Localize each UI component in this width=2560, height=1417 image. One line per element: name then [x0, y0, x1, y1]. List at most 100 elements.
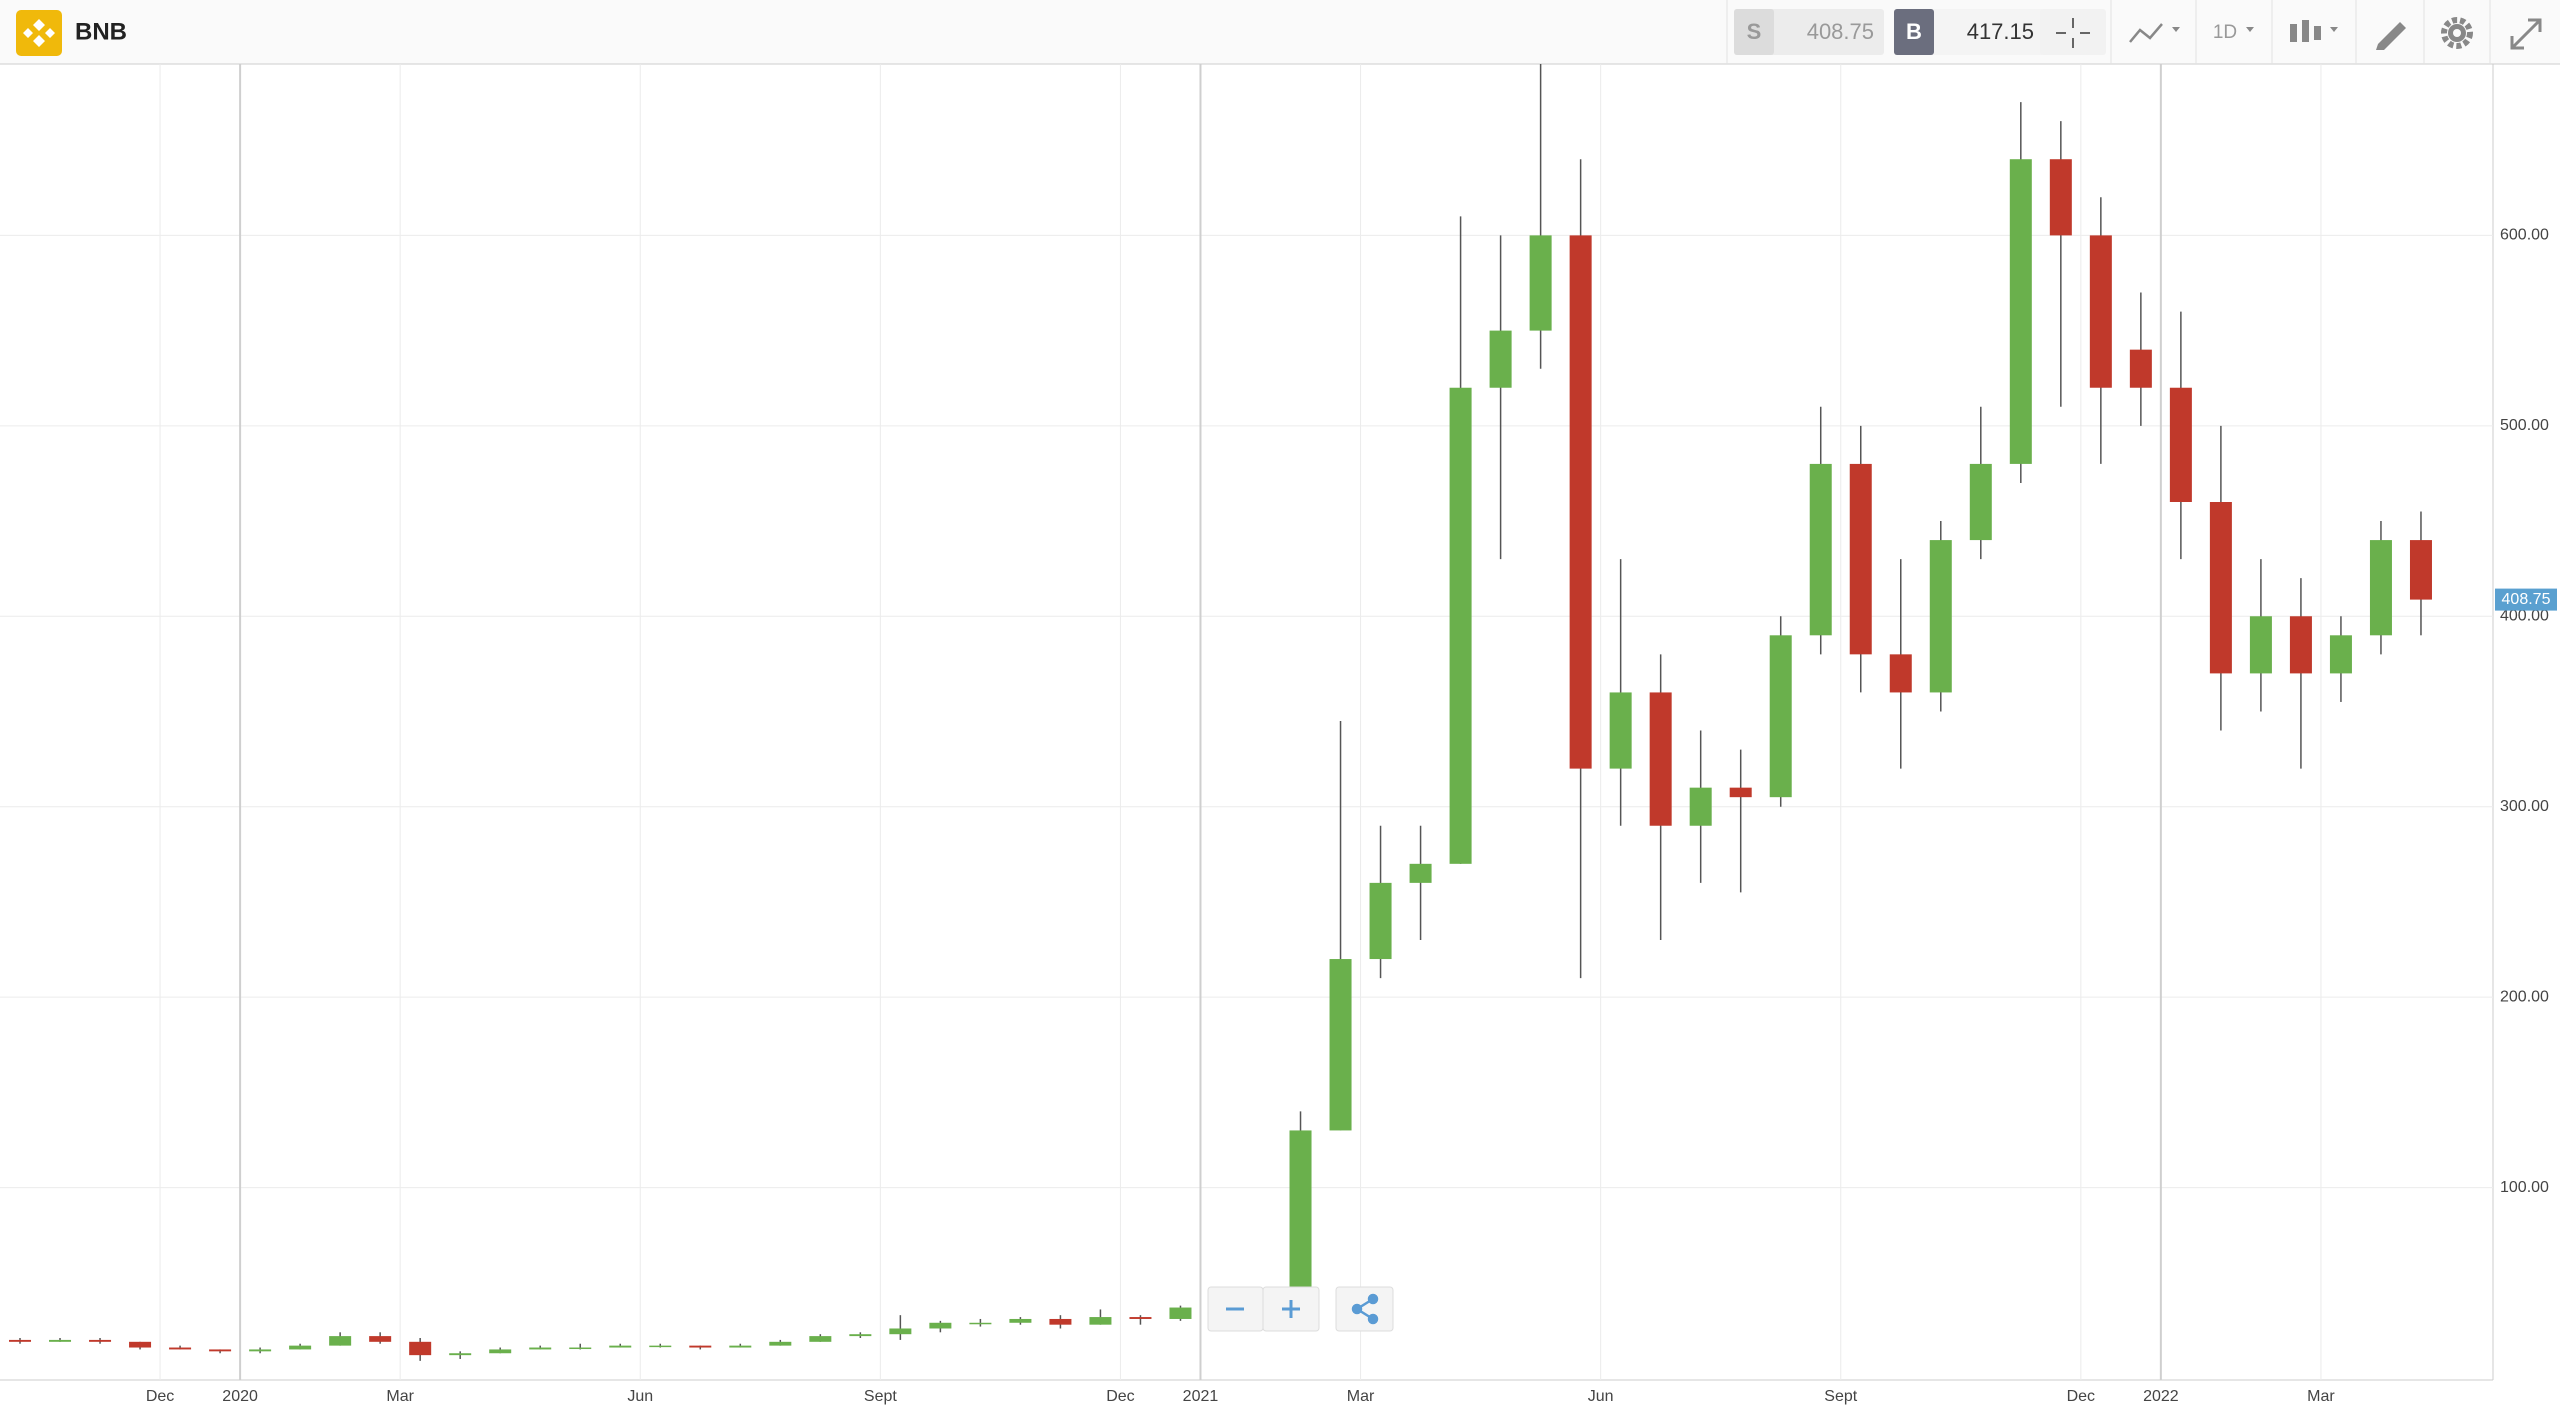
- last-price-badge: [2495, 588, 2557, 611]
- sell-tag[interactable]: [1734, 9, 1774, 55]
- x-tick-label: 2020: [222, 1388, 258, 1405]
- y-tick-label: 400.00: [2500, 607, 2549, 624]
- candle-icon-part[interactable]: [2302, 20, 2309, 42]
- candle-body: [1929, 540, 1952, 693]
- y-tick-label: 300.00: [2500, 798, 2549, 815]
- interval[interactable]: 1D: [2213, 22, 2237, 43]
- candle-body: [729, 1345, 752, 1348]
- candle-body: [1089, 1317, 1112, 1325]
- logo-bg: [16, 10, 62, 56]
- y-tick-label: 200.00: [2500, 988, 2549, 1005]
- chart-type-icon[interactable]: [2129, 23, 2163, 43]
- x-tick-label: 2022: [2143, 1388, 2179, 1405]
- candle-icon-part[interactable]: [2290, 24, 2297, 42]
- x-tick-label: Sept: [864, 1388, 897, 1405]
- candle-body: [2209, 502, 2232, 674]
- expand-icon[interactable]: [2510, 18, 2542, 50]
- x-tick-label: Jun: [627, 1388, 653, 1405]
- x-tick-label: Mar: [386, 1388, 414, 1405]
- candle-icon-part[interactable]: [2314, 26, 2321, 40]
- candle-body: [209, 1349, 232, 1352]
- logo-mark: [23, 19, 55, 47]
- dropdown-arrow[interactable]: [2172, 27, 2180, 32]
- draw-icon[interactable]: [2376, 22, 2406, 50]
- last-price-label: 408.75: [2502, 591, 2551, 608]
- share-button[interactable]: [1335, 1286, 1394, 1332]
- share-link[interactable]: [1354, 1297, 1374, 1321]
- candle-body: [2329, 635, 2352, 674]
- dropdown-arrow[interactable]: [2330, 27, 2338, 32]
- candle-body: [2169, 387, 2192, 502]
- candle-body: [769, 1341, 792, 1346]
- y-tick-label: 600.00: [2500, 227, 2549, 244]
- candle-body: [2409, 540, 2432, 600]
- sell-label[interactable]: S: [1747, 19, 1762, 44]
- x-tick-label: Jun: [1588, 1388, 1614, 1405]
- dropdown-arrow[interactable]: [2246, 27, 2254, 32]
- candle-body: [1689, 787, 1712, 826]
- candle-body: [2249, 616, 2272, 674]
- crosshair-bg[interactable]: [2040, 9, 2106, 55]
- candle-body: [9, 1339, 32, 1342]
- x-tick-label: Dec: [146, 1388, 174, 1405]
- gear-hole[interactable]: [2453, 29, 2461, 37]
- candle-body: [449, 1353, 472, 1356]
- candle-body: [849, 1334, 872, 1337]
- candle-body: [169, 1347, 192, 1350]
- candle-body: [649, 1345, 672, 1348]
- x-tick-label: Dec: [1106, 1388, 1134, 1405]
- candle-body: [89, 1339, 112, 1342]
- x-tick-label: Sept: [1824, 1388, 1857, 1405]
- candle-body: [969, 1322, 992, 1325]
- crosshair-button[interactable]: [2040, 9, 2106, 55]
- buy-label[interactable]: B: [1906, 19, 1922, 44]
- crosshair-icon[interactable]: [2056, 18, 2090, 48]
- candle-body: [1609, 692, 1632, 769]
- candle-body: [529, 1347, 552, 1350]
- candle-body: [369, 1336, 392, 1342]
- candle-body: [1969, 463, 1992, 541]
- candle-body: [329, 1336, 352, 1346]
- candle-body: [2369, 540, 2392, 636]
- logo: [16, 10, 62, 56]
- buy-tag[interactable]: [1894, 9, 1934, 55]
- x-tick-label: Mar: [2307, 1388, 2335, 1405]
- toolbar: [0, 0, 2560, 64]
- buy-button[interactable]: B 417.15: [1894, 9, 2044, 55]
- candle-body: [1449, 387, 1472, 864]
- candle-body: [1049, 1318, 1072, 1325]
- separators: [2110, 0, 2491, 64]
- candle-body: [1569, 235, 1592, 769]
- symbol: BNB: [75, 18, 127, 45]
- candle-body: [489, 1349, 512, 1354]
- settings-icon[interactable]: [2441, 17, 2473, 49]
- zoom-controls[interactable]: [1207, 1286, 1394, 1332]
- candle-body: [1729, 787, 1752, 798]
- candle-body: [1529, 235, 1552, 331]
- candle-body: [1289, 1130, 1312, 1295]
- candle-body: [929, 1322, 952, 1329]
- candle-body: [809, 1336, 832, 1342]
- candle-body: [1489, 330, 1512, 388]
- buy-price[interactable]: 417.15: [1967, 19, 2034, 44]
- candle-body: [1009, 1318, 1032, 1323]
- candle-body: [409, 1341, 432, 1356]
- candle-icon[interactable]: [2290, 20, 2338, 42]
- share-icon[interactable]: [1351, 1293, 1379, 1325]
- plus-icon[interactable]: [1282, 1300, 1300, 1318]
- candle-body: [2049, 159, 2072, 236]
- candle-body: [1769, 635, 1792, 798]
- y-tick-label: 100.00: [2500, 1179, 2549, 1196]
- candle-body: [1129, 1317, 1152, 1319]
- candle-body: [1329, 959, 1352, 1131]
- x-tick-label: 2021: [1183, 1388, 1219, 1405]
- candle-body: [1809, 463, 1832, 636]
- sell-price[interactable]: 408.75: [1807, 19, 1874, 44]
- candle-body: [2009, 159, 2032, 464]
- x-tick-label: Dec: [2067, 1388, 2095, 1405]
- gear-teeth[interactable]: [2441, 17, 2473, 49]
- candle-body: [889, 1328, 912, 1335]
- sell-button[interactable]: S 408.75: [1734, 9, 1884, 55]
- candle-body: [2289, 616, 2312, 674]
